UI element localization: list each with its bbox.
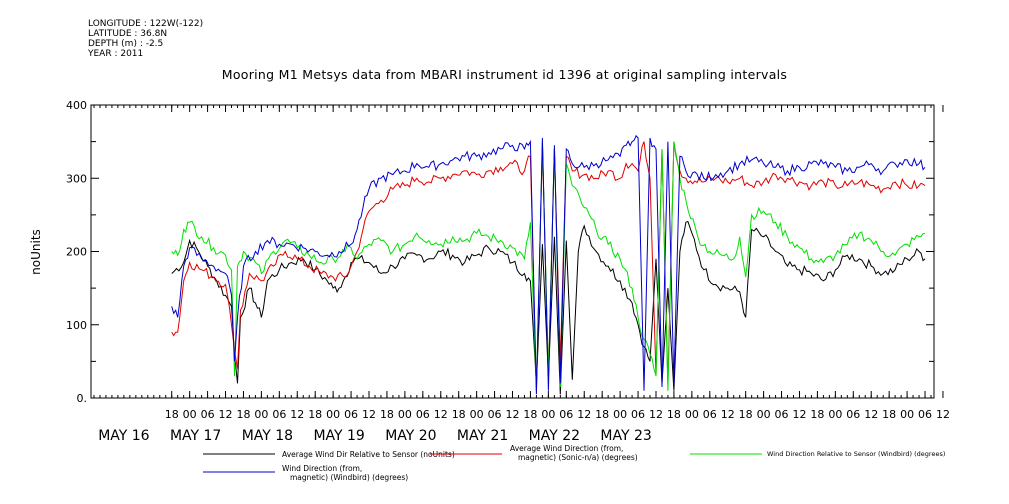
- x-tick-label: 18: [882, 408, 896, 421]
- x-tick-label: 00: [183, 408, 197, 421]
- x-tick-label: 12: [506, 408, 520, 421]
- legend-label: Wind Direction (from,: [282, 464, 362, 473]
- x-tick-label: 18: [523, 408, 537, 421]
- legend-label: Average Wind Direction (from,: [510, 444, 623, 453]
- x-tick-label: 06: [344, 408, 358, 421]
- axis-ticks: [91, 104, 944, 399]
- x-tick-label: 06: [775, 408, 789, 421]
- x-tick-label: 12: [290, 408, 304, 421]
- x-day-label: MAY 17: [170, 428, 221, 444]
- y-axis-label: noUnits: [29, 229, 43, 275]
- x-tick-label: 06: [703, 408, 717, 421]
- series-line-3: [171, 141, 926, 391]
- x-tick-label: 18: [595, 408, 609, 421]
- x-day-label: MAY 21: [457, 428, 508, 444]
- x-day-label: MAY 22: [529, 428, 580, 444]
- latitude-text: LATITUDE : 36.8N: [88, 29, 168, 39]
- series-layer: [171, 134, 926, 395]
- x-tick-label: 12: [721, 408, 735, 421]
- x-tick-label: 06: [201, 408, 215, 421]
- series-line-1: [171, 220, 926, 395]
- x-tick-label: 12: [649, 408, 663, 421]
- metadata-block: LONGITUDE : 122W(-122) LATITUDE : 36.8N …: [88, 19, 203, 59]
- x-tick-label: 12: [936, 408, 950, 421]
- x-tick-label: 12: [362, 408, 376, 421]
- y-tick-label: 300: [66, 172, 87, 185]
- x-tick-label: 18: [308, 408, 322, 421]
- y-tick-label: 0.: [77, 392, 88, 405]
- x-tick-label: 18: [380, 408, 394, 421]
- plot-frame: [90, 104, 935, 399]
- y-tick-label: 400: [66, 99, 87, 112]
- x-tick-label: 18: [667, 408, 681, 421]
- x-tick-label: 18: [810, 408, 824, 421]
- legend-label: magnetic) (Sonic-n/a) (degrees): [518, 453, 638, 462]
- x-tick-label: 12: [219, 408, 233, 421]
- x-tick-label: 18: [165, 408, 179, 421]
- x-tick-label: 12: [864, 408, 878, 421]
- x-tick-label: 06: [416, 408, 430, 421]
- x-tick-label: 00: [326, 408, 340, 421]
- x-day-label: MAY 18: [242, 428, 293, 444]
- x-tick-label: 00: [757, 408, 771, 421]
- legend: Average Wind Dir Relative to Sensor (noU…: [203, 444, 945, 482]
- x-tick-label: 12: [434, 408, 448, 421]
- legend-label: Wind Direction Relative to Sensor (Windb…: [767, 450, 945, 458]
- x-tick-label: 00: [541, 408, 555, 421]
- x-tick-label: 00: [828, 408, 842, 421]
- legend-label: Average Wind Dir Relative to Sensor (noU…: [282, 450, 455, 459]
- x-day-label: MAY 23: [600, 428, 651, 444]
- y-tick-label: 100: [66, 319, 87, 332]
- x-tick-label: 06: [846, 408, 860, 421]
- longitude-text: LONGITUDE : 122W(-122): [88, 19, 204, 29]
- x-tick-label: 06: [631, 408, 645, 421]
- x-tick-label: 06: [918, 408, 932, 421]
- x-tick-label: 06: [559, 408, 573, 421]
- x-tick-label: 00: [900, 408, 914, 421]
- legend-label: magnetic) (Windbird) (degrees): [290, 473, 408, 482]
- x-tick-label: 00: [470, 408, 484, 421]
- x-tick-label: 12: [577, 408, 591, 421]
- axis-labels: 18 00 06 12 18 00 06 12 18 00 06 12 18 00 06 12 18 00 06 12…: [66, 99, 950, 444]
- x-tick-label: 00: [613, 408, 627, 421]
- x-tick-label: 00: [398, 408, 412, 421]
- year-text: YEAR : 2011: [88, 49, 144, 59]
- x-tick-label: 06: [488, 408, 502, 421]
- x-tick-label: 00: [254, 408, 268, 421]
- x-tick-label: 18: [236, 408, 250, 421]
- x-day-label: MAY 19: [313, 428, 364, 444]
- x-tick-label: 18: [739, 408, 753, 421]
- depth-text: DEPTH (m) : -2.5: [88, 39, 164, 49]
- series-line-2: [171, 141, 926, 391]
- x-day-label: MAY 20: [385, 428, 436, 444]
- chart-title: Mooring M1 Metsys data from MBARI instru…: [221, 67, 788, 82]
- x-tick-label: 18: [452, 408, 466, 421]
- x-day-label: MAY 16: [98, 428, 149, 444]
- x-tick-label: 06: [272, 408, 286, 421]
- y-tick-label: 200: [66, 246, 87, 259]
- series-line-4: [171, 134, 926, 395]
- x-tick-label: 00: [685, 408, 699, 421]
- x-tick-label: 12: [792, 408, 806, 421]
